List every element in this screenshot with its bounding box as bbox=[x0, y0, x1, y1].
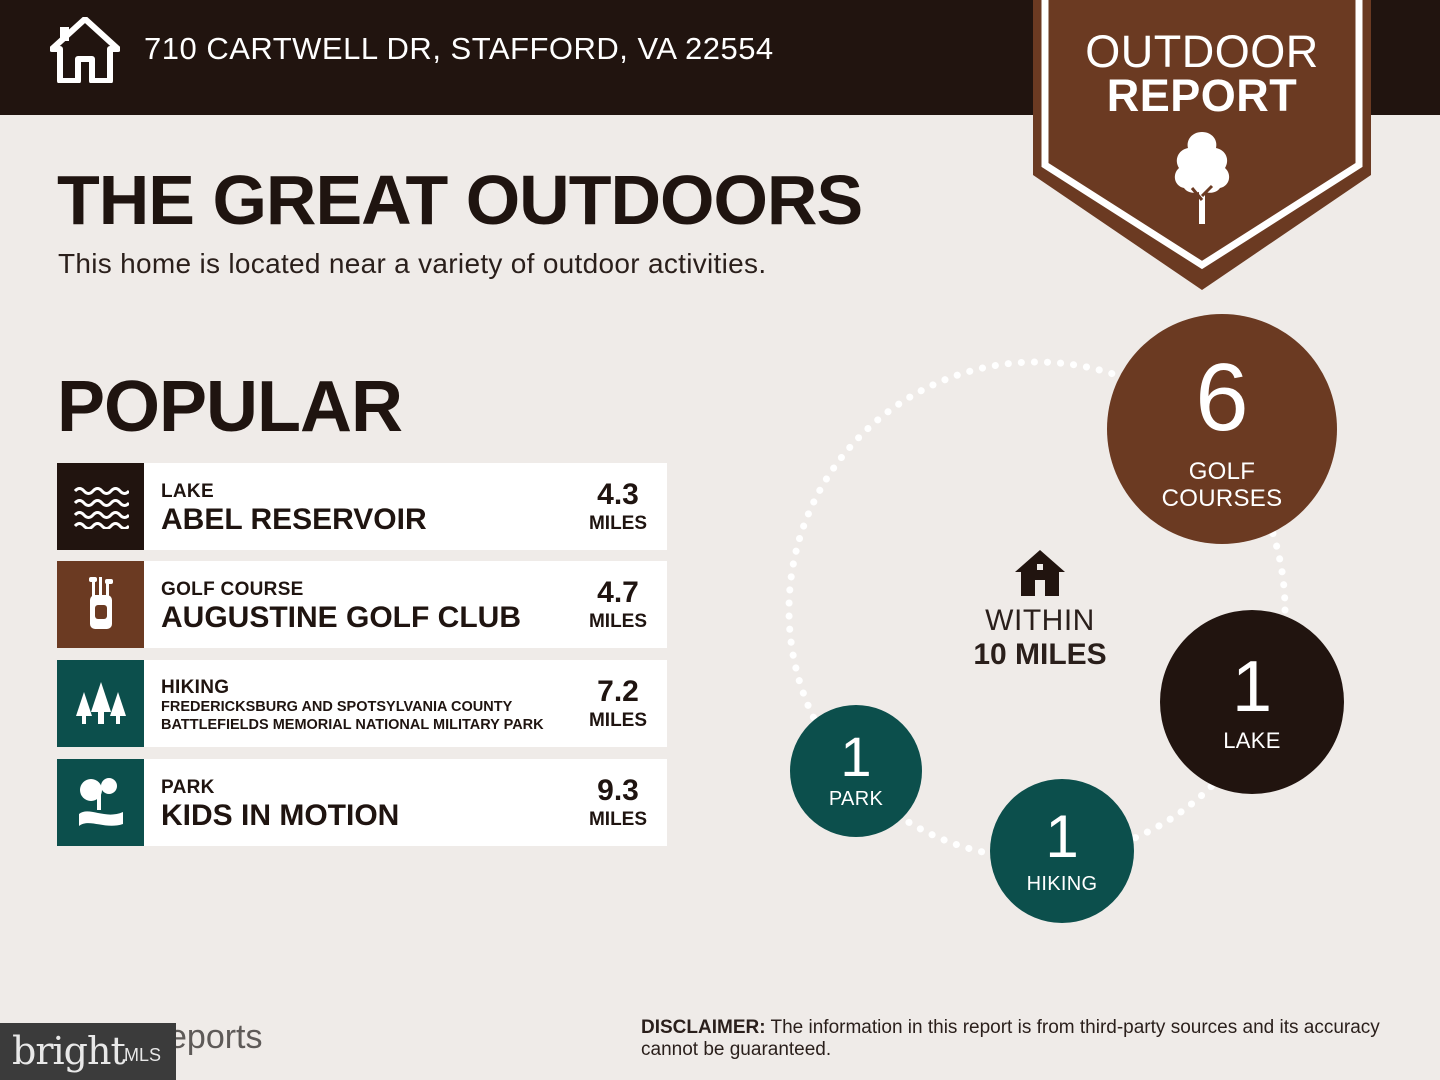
bubble-label: LAKE bbox=[1223, 728, 1281, 753]
hiking-bubble: 1 HIKING bbox=[990, 779, 1134, 923]
bubble-count: 6 bbox=[1195, 344, 1249, 451]
banner-title: OUTDOOR REPORT bbox=[1033, 26, 1371, 121]
item-unit: MILES bbox=[588, 809, 648, 830]
list-item: LAKE ABEL RESERVOIR 4.3 MILES bbox=[57, 463, 667, 550]
within-label: WITHIN bbox=[985, 604, 1095, 637]
page-title: THE GREAT OUTDOORS bbox=[57, 161, 863, 239]
outdoor-report-banner: OUTDOOR REPORT bbox=[1033, 0, 1371, 292]
popular-heading: POPULAR bbox=[57, 367, 403, 447]
mls-brand: bright bbox=[12, 1029, 126, 1073]
bubble-label-line1: GOLF bbox=[1188, 458, 1256, 485]
bubble-count: 1 bbox=[1045, 803, 1079, 870]
list-item: GOLF COURSE AUGUSTINE GOLF CLUB 4.7 MILE… bbox=[57, 561, 667, 648]
item-distance: 7.2 bbox=[597, 675, 639, 708]
golf-courses-bubble: 6 GOLF COURSES bbox=[1107, 314, 1337, 544]
item-unit: MILES bbox=[588, 611, 648, 632]
item-name: ABEL RESERVOIR bbox=[161, 503, 427, 536]
list-item: PARK KIDS IN MOTION 9.3 MILES bbox=[57, 759, 667, 846]
mls-watermark: bright MLS bbox=[0, 1023, 176, 1080]
bubble-count: 1 bbox=[1231, 647, 1273, 727]
page-subtitle: This home is located near a variety of o… bbox=[58, 248, 767, 279]
banner-line2: REPORT bbox=[1106, 70, 1298, 121]
bubble-label-line2: COURSES bbox=[1161, 485, 1283, 512]
item-name: AUGUSTINE GOLF CLUB bbox=[161, 601, 521, 634]
house-icon bbox=[1015, 550, 1065, 596]
mls-suffix: MLS bbox=[124, 1045, 162, 1065]
item-distance: 9.3 bbox=[597, 774, 639, 807]
center-label: WITHIN 10 MILES bbox=[960, 548, 1120, 672]
disclaimer-text: The information in this report is from t… bbox=[641, 1017, 1380, 1060]
bubble-count: 1 bbox=[840, 725, 872, 788]
bubble-label: PARK bbox=[828, 788, 884, 810]
item-distance: 4.3 bbox=[597, 478, 639, 511]
item-category: PARK bbox=[161, 777, 215, 798]
item-category: HIKING bbox=[161, 677, 230, 698]
disclaimer-label: DISCLAIMER: bbox=[641, 1017, 766, 1038]
bubble-label: HIKING bbox=[1026, 873, 1098, 895]
lake-bubble: 1 LAKE bbox=[1160, 610, 1344, 794]
banner-line1: OUTDOOR bbox=[1085, 26, 1319, 77]
golf-bag-icon bbox=[57, 561, 144, 648]
pine-trees-icon bbox=[57, 660, 144, 747]
item-unit: MILES bbox=[588, 710, 648, 731]
waves-icon bbox=[57, 463, 144, 550]
tree-icon bbox=[1174, 132, 1230, 224]
item-unit: MILES bbox=[588, 513, 648, 534]
reports-logo-text: eports bbox=[168, 1018, 263, 1056]
item-name-line2: BATTLEFIELDS MEMORIAL NATIONAL MILITARY … bbox=[161, 717, 544, 733]
park-icon bbox=[57, 759, 144, 846]
item-distance: 4.7 bbox=[597, 576, 639, 609]
item-category: GOLF COURSE bbox=[161, 579, 304, 600]
item-category: LAKE bbox=[161, 481, 214, 502]
house-icon bbox=[50, 17, 120, 83]
property-address: 710 CARTWELL DR, STAFFORD, VA 22554 bbox=[144, 31, 774, 66]
disclaimer: DISCLAIMER: The information in this repo… bbox=[641, 1017, 1401, 1061]
radius-label: 10 MILES bbox=[973, 638, 1107, 671]
item-name-line1: FREDERICKSBURG AND SPOTSYLVANIA COUNTY bbox=[161, 699, 513, 715]
list-item: HIKING FREDERICKSBURG AND SPOTSYLVANIA C… bbox=[57, 660, 667, 747]
item-name: KIDS IN MOTION bbox=[161, 799, 400, 832]
park-bubble: 1 PARK bbox=[790, 705, 922, 837]
